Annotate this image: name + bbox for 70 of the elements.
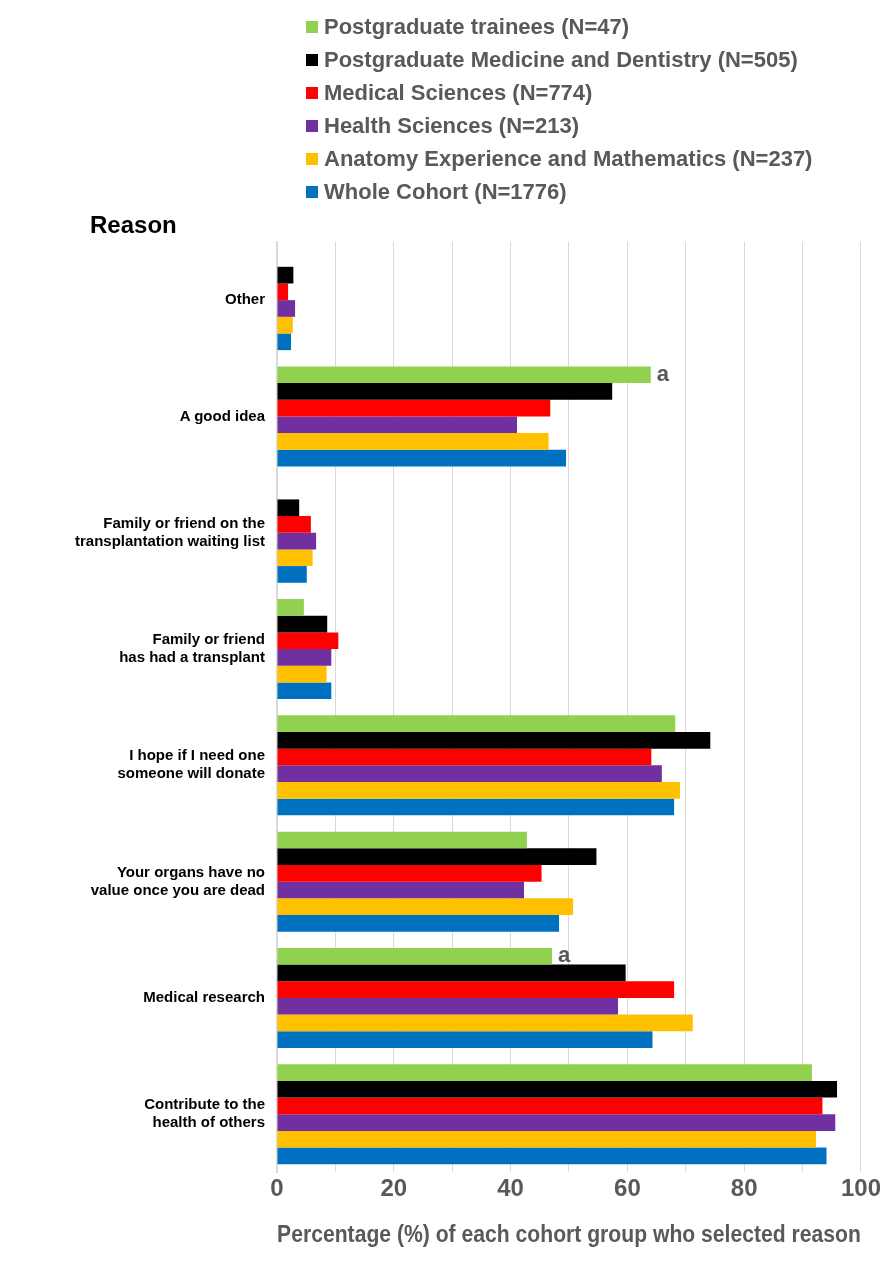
bar [277, 566, 307, 583]
x-axis-title: Percentage (%) of each cohort group who selected reason [277, 1221, 861, 1248]
x-tick-label: 80 [730, 1174, 758, 1202]
bar [277, 333, 292, 351]
y-tick-label: A good idea [179, 406, 266, 424]
y-tick-label: Other [224, 290, 266, 308]
bar [277, 748, 652, 766]
bar [277, 649, 332, 666]
legend-label: Anatomy Experience and Mathematics (N=237) [324, 145, 813, 172]
data-label: a [656, 360, 670, 386]
x-tick-label: 40 [497, 1174, 524, 1202]
bar [277, 914, 560, 932]
bar [277, 898, 574, 915]
y-axis-title: Reason [90, 210, 177, 238]
bar [277, 881, 525, 899]
bar [277, 1064, 812, 1081]
bar [277, 449, 567, 467]
bar [277, 1014, 693, 1032]
bar [277, 732, 711, 749]
bar [277, 266, 294, 284]
legend-label: Health Sciences (N=213) [324, 112, 579, 139]
bar [277, 416, 518, 434]
bar [277, 1114, 836, 1131]
bar [277, 964, 626, 982]
bar [277, 848, 597, 865]
bar [277, 798, 675, 816]
bar [277, 632, 339, 650]
legend-label: Postgraduate trainees (N=47) [324, 13, 630, 40]
bar [277, 615, 328, 633]
bar [277, 499, 300, 517]
bar [277, 300, 296, 317]
bar [277, 599, 304, 616]
x-tick-label: 0 [270, 1174, 284, 1202]
bar [277, 997, 619, 1015]
bar [277, 715, 676, 733]
bar [277, 1080, 838, 1098]
bar [277, 1031, 653, 1048]
bar [277, 399, 551, 417]
legend-label: Whole Cohort (N=1776) [324, 178, 567, 205]
y-tick-label: Medical research [143, 988, 265, 1006]
bar [277, 516, 311, 533]
y-tick-label: Family or friend on the transplantation waiting list [74, 513, 265, 549]
bar [277, 765, 662, 783]
legend-label: Postgraduate Medicine and Dentistry (N=505) [324, 46, 798, 73]
bar [277, 433, 549, 450]
bar [277, 782, 680, 799]
bar [277, 1097, 823, 1115]
bar [277, 549, 313, 567]
bar [277, 864, 542, 882]
bar [277, 947, 553, 965]
y-tick-label: Family or friend has had a transplant [119, 630, 265, 666]
bar [277, 283, 289, 301]
bar [277, 665, 327, 683]
bar [277, 682, 332, 700]
bar [277, 981, 675, 998]
bar [277, 1147, 827, 1165]
x-tick-label: 60 [614, 1174, 641, 1202]
data-label: a [558, 942, 572, 968]
bar [277, 1130, 817, 1148]
bar [277, 366, 651, 384]
bar [277, 532, 317, 550]
bar [277, 316, 293, 334]
bar [277, 383, 613, 400]
legend-label: Medical Sciences (N=774) [324, 79, 593, 106]
y-tick-label: Your organs have no value once you are dead [90, 862, 265, 898]
y-tick-label: I hope if I need one someone will donate [117, 746, 265, 782]
x-tick-label: 20 [380, 1174, 408, 1202]
x-tick-label: 100 [840, 1174, 881, 1202]
bar [277, 831, 527, 849]
y-tick-label: Contribute to the health of others [144, 1095, 265, 1131]
